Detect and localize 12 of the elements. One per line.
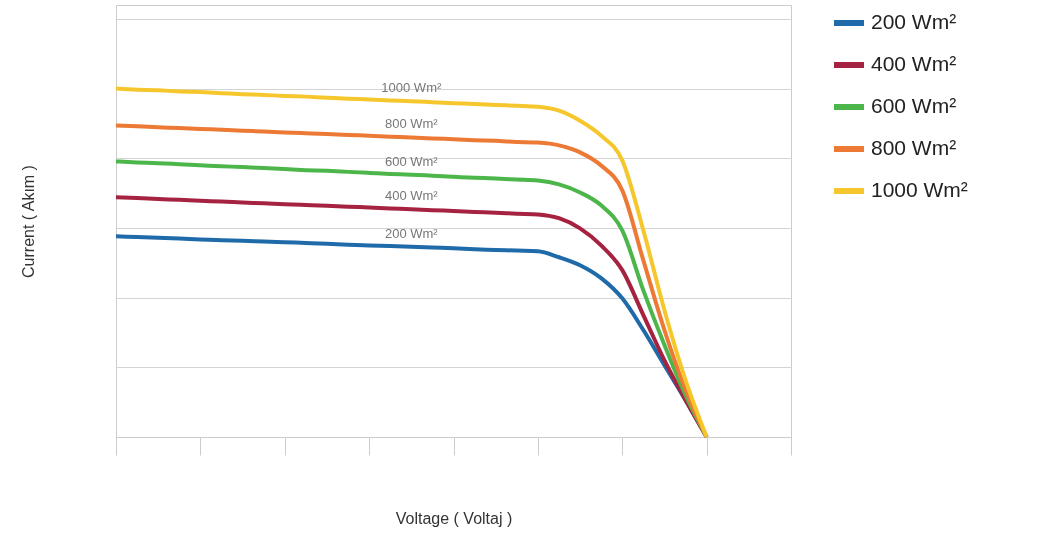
legend-label: 600 Wm² [871, 94, 957, 117]
x-axis-title: Voltage ( Voltaj ) [395, 510, 513, 527]
legend-label: 400 Wm² [871, 52, 957, 75]
legend-label: 800 Wm² [871, 136, 957, 159]
annotation: 1000 Wm² [381, 80, 442, 96]
annotation: 600 Wm² [384, 153, 439, 169]
annotation: 800 Wm² [384, 116, 439, 132]
legend-label: 200 Wm² [871, 10, 957, 33]
y-axis-title: Current ( Akım ) [19, 165, 37, 278]
annotation: 200 Wm² [384, 225, 439, 241]
legend-label: 1000 Wm² [871, 178, 968, 201]
annotation: 400 Wm² [384, 188, 439, 204]
